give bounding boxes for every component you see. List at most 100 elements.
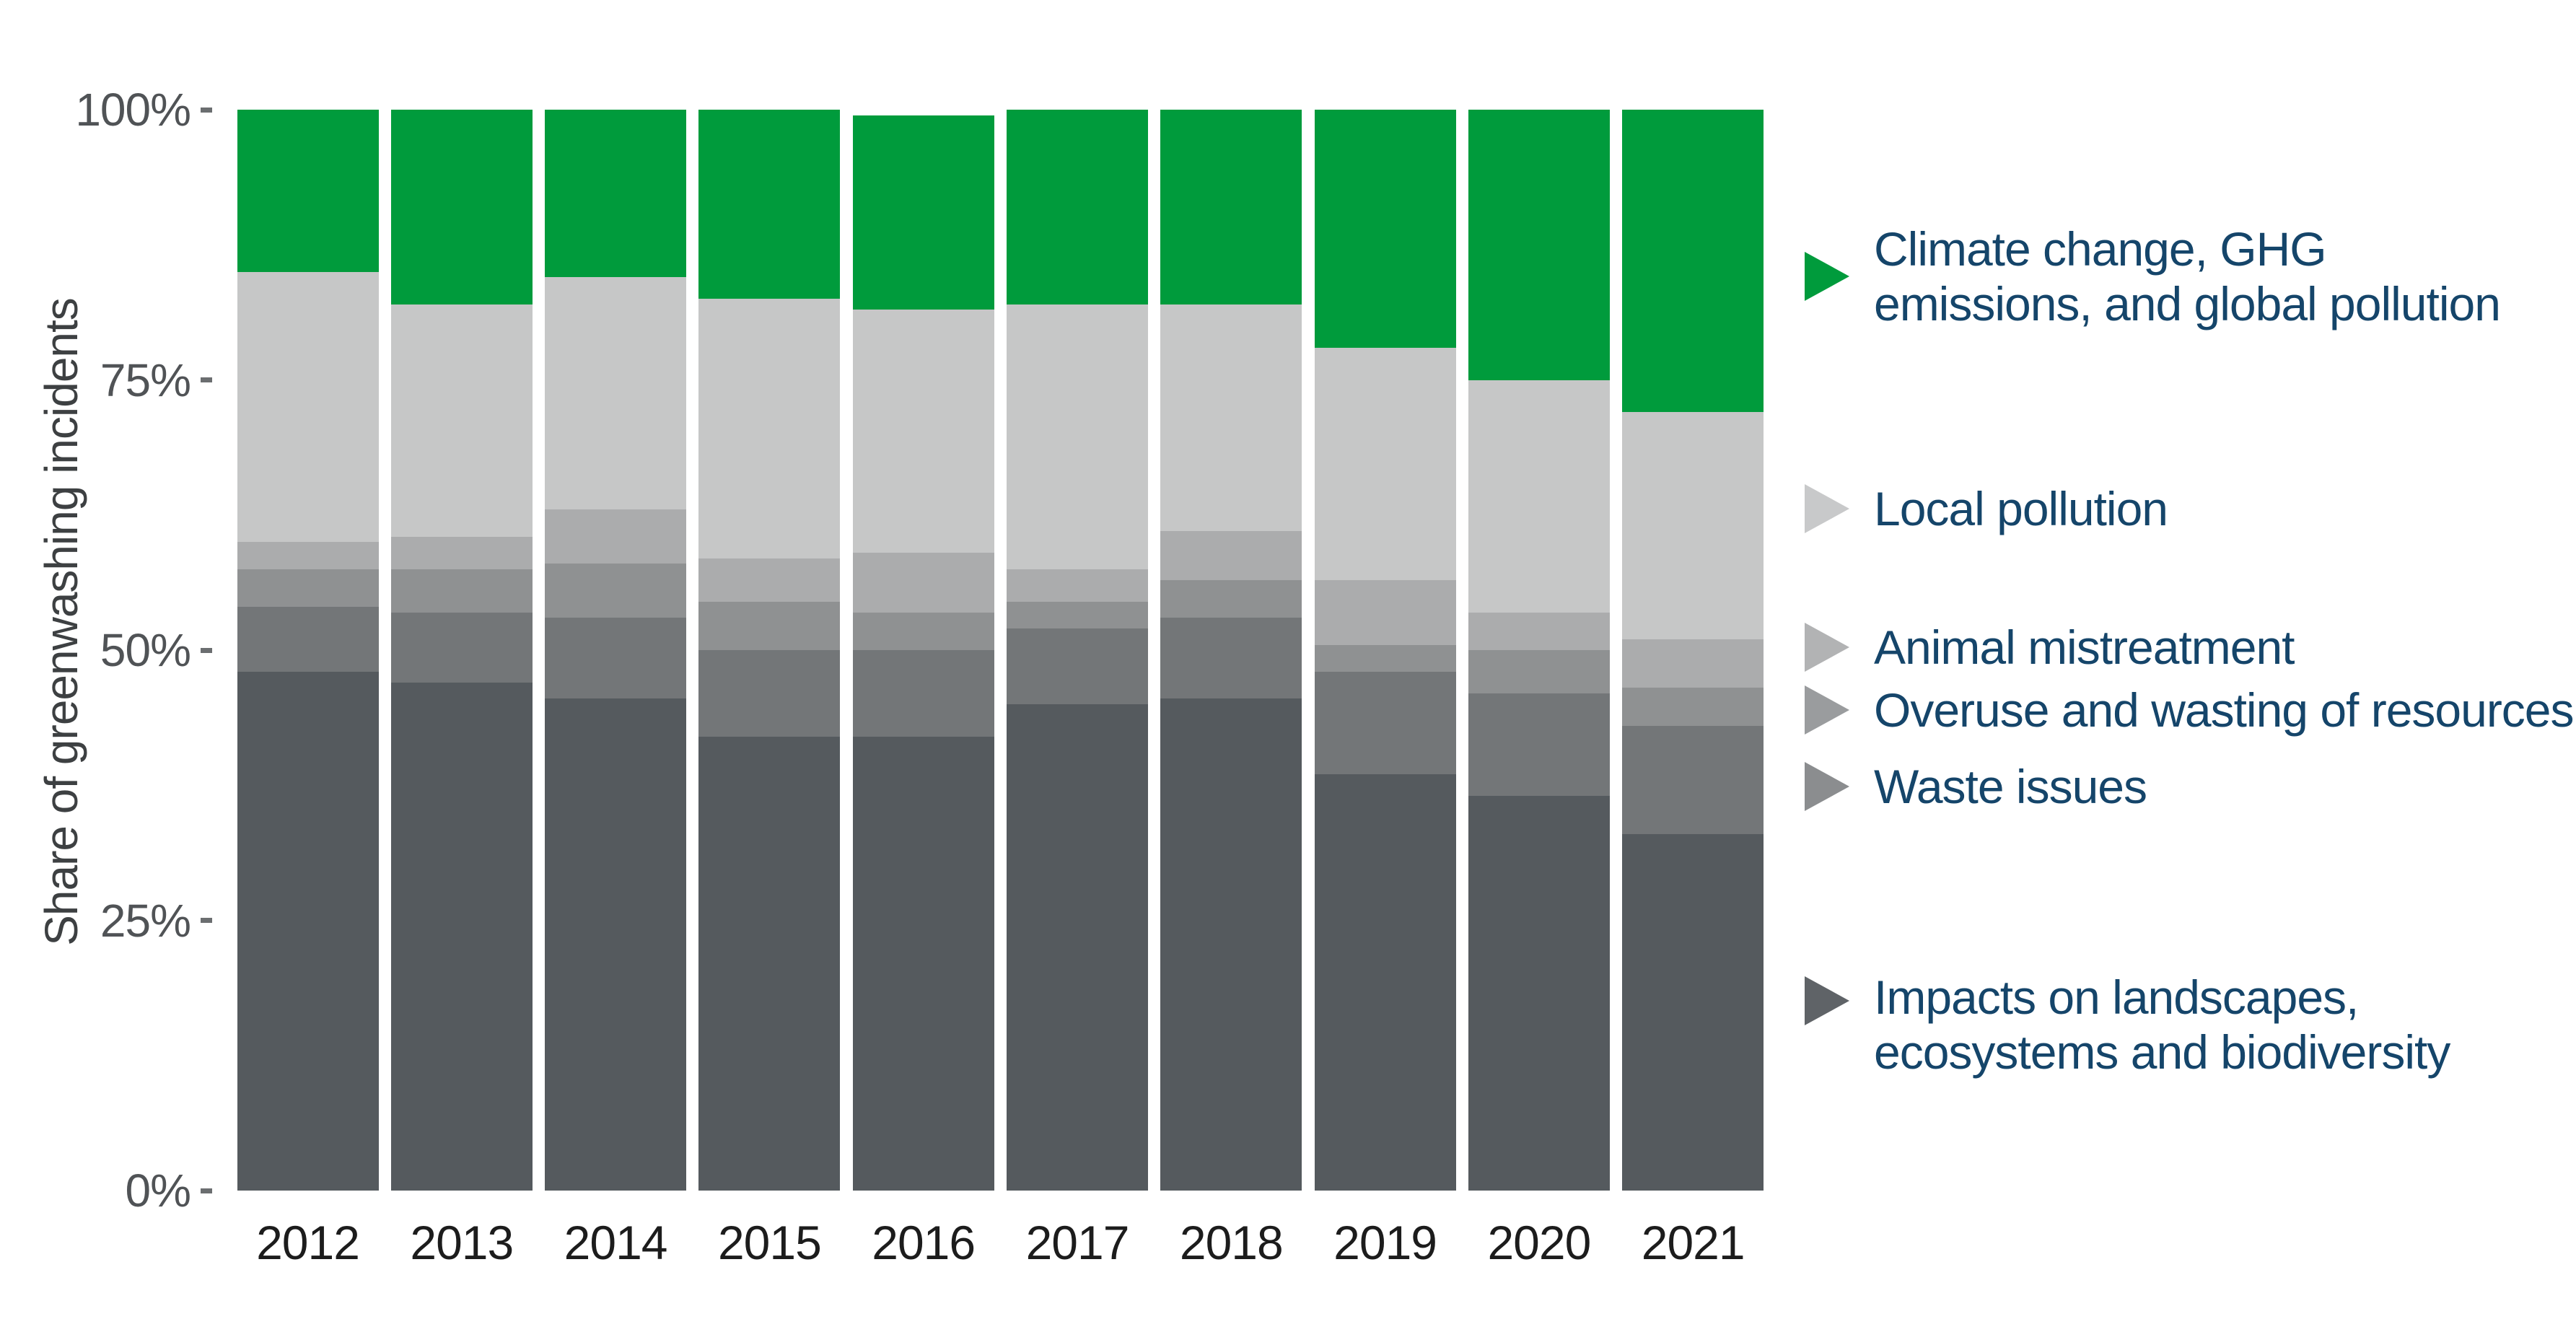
segment (390, 110, 533, 304)
legend-label-line: Waste issues (1874, 760, 2147, 813)
segment (698, 558, 841, 602)
x-tick-label-2014: 2014 (564, 1216, 668, 1269)
bar-2017 (1007, 110, 1148, 1191)
segment (852, 612, 994, 651)
segment (1468, 693, 1610, 797)
y-tick-mark (201, 647, 212, 653)
segment (1314, 644, 1456, 672)
legend-label-line: Animal mistreatment (1874, 621, 2295, 674)
segment (545, 277, 687, 510)
segment (852, 553, 994, 613)
segment (545, 618, 687, 699)
bar-2012 (237, 110, 379, 1191)
y-tick-label: 75% (100, 354, 191, 406)
x-tick-label-2021: 2021 (1641, 1216, 1745, 1269)
segment (237, 110, 379, 272)
legend-triangle-icon (1805, 976, 1849, 1025)
segment (237, 542, 379, 569)
segment (1468, 650, 1610, 693)
segment (1160, 579, 1302, 618)
y-tick-label: 25% (100, 894, 191, 947)
legend-label-line: Local pollution (1874, 482, 2168, 535)
segment (1160, 110, 1302, 304)
segment (1314, 110, 1456, 348)
segment (390, 536, 533, 569)
segment (1314, 671, 1456, 775)
segment (1160, 531, 1302, 580)
y-tick-mark (201, 1188, 212, 1193)
bar-2021 (1622, 110, 1764, 1191)
legend-label: Impacts on landscapes, ecosystems and bio… (1874, 970, 2450, 1079)
legend-triangle-icon (1805, 484, 1849, 533)
segment (1007, 569, 1148, 602)
x-tick-label-2020: 2020 (1487, 1216, 1591, 1269)
y-tick-label: 50% (100, 624, 191, 676)
segment (1468, 612, 1610, 651)
x-tick-label-2015: 2015 (717, 1216, 822, 1269)
bar-2019 (1314, 110, 1456, 1191)
legend-triangle-icon (1805, 252, 1849, 301)
legend-triangle-icon (1805, 623, 1849, 672)
legend-label: Waste issues (1874, 759, 2147, 814)
legend-triangle-icon (1805, 762, 1849, 811)
segment (1622, 688, 1764, 726)
legend-label: Animal mistreatment (1874, 620, 2295, 675)
bar-2013 (390, 110, 533, 1191)
y-tick-mark (201, 918, 212, 923)
x-tick-label-2019: 2019 (1333, 1216, 1437, 1269)
x-tick-label-2017: 2017 (1025, 1216, 1130, 1269)
segment (1007, 628, 1148, 704)
legend-triangle-icon (1805, 685, 1849, 735)
segment (237, 271, 379, 543)
segment (698, 299, 841, 558)
legend-label-line: emissions, and global pollution (1874, 277, 2501, 330)
legend-label: Local pollution (1874, 481, 2168, 536)
y-axis-title: Share of greenwashing incidents (35, 298, 87, 946)
bar-2018 (1160, 110, 1302, 1191)
segment (1468, 380, 1610, 613)
segment (545, 110, 687, 278)
segment (852, 310, 994, 553)
x-tick-label-2013: 2013 (410, 1216, 514, 1269)
segment (237, 671, 379, 1191)
segment (1622, 412, 1764, 640)
segment (852, 736, 994, 1191)
bar-2020 (1468, 110, 1610, 1191)
segment (1007, 304, 1148, 569)
x-tick-label-2018: 2018 (1179, 1216, 1284, 1269)
segment (1160, 618, 1302, 699)
segment (1314, 347, 1456, 580)
segment (1314, 579, 1456, 645)
segment (1007, 704, 1148, 1191)
segment (545, 509, 687, 564)
legend-label: Overuse and wasting of resources (1874, 683, 2575, 737)
segment (1007, 601, 1148, 629)
y-tick-label: 0% (125, 1165, 191, 1217)
segment (1468, 796, 1610, 1191)
segment (698, 110, 841, 299)
segment (1622, 725, 1764, 834)
bar-2015 (698, 110, 841, 1191)
segment (852, 650, 994, 737)
segment (698, 650, 841, 737)
segment (390, 612, 533, 683)
segment (1314, 774, 1456, 1191)
segment (1622, 639, 1764, 688)
segment (545, 698, 687, 1191)
segment (1622, 833, 1764, 1191)
segment (1007, 110, 1148, 304)
segment (390, 569, 533, 613)
legend-label: Climate change, GHG emissions, and global… (1874, 222, 2501, 331)
segment (545, 564, 687, 618)
segment (237, 569, 379, 608)
x-tick-label-2012: 2012 (256, 1216, 360, 1269)
bar-2016 (852, 110, 994, 1191)
segment (698, 601, 841, 651)
legend-label-line: Overuse and wasting of resources (1874, 683, 2575, 737)
legend-label-line: Impacts on landscapes, (1874, 970, 2359, 1024)
segment (1160, 304, 1302, 532)
segment (237, 607, 379, 672)
y-tick-mark (201, 107, 212, 113)
segment (390, 682, 533, 1191)
